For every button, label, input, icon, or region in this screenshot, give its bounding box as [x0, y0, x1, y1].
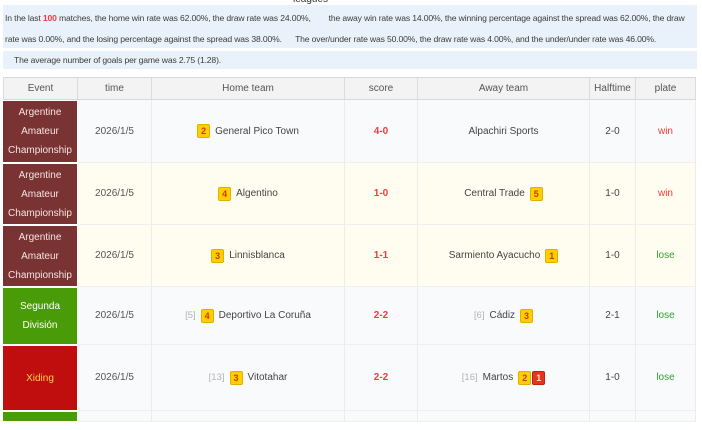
league-cell: Argentine Amateur Championship	[3, 225, 78, 287]
halftime-score: 1-0	[590, 163, 636, 225]
league-name: Argentine Amateur Championship	[3, 101, 77, 162]
home-team-link[interactable]: Linnisblanca	[229, 250, 285, 261]
plate-result: lose	[636, 287, 696, 345]
away-team-cell: Alpachiri Sports	[418, 100, 590, 163]
match-time: 2026/1/5	[78, 225, 152, 287]
plate-result: lose	[636, 225, 696, 287]
match-time: 2026/1/5	[78, 345, 152, 411]
stats-line1-rest: matches, the home win rate was 62.00%, t…	[56, 13, 685, 23]
yellow-card-badge: 3	[211, 248, 225, 263]
league-name: Argentine Amateur Championship	[3, 164, 77, 224]
home-team-link[interactable]: General Pico Town	[215, 125, 299, 137]
away-rank: [6]	[473, 310, 485, 321]
league-name	[3, 412, 77, 421]
league-name: Xiding	[3, 346, 77, 410]
plate-result: win	[636, 100, 696, 163]
home-team-cell: [5] 4 Deportivo La Coruña	[152, 287, 345, 345]
full-time-score: 2-2	[345, 345, 418, 411]
halftime-score: 1-0	[590, 345, 636, 411]
league-name: Segunda División	[3, 288, 77, 344]
league-cell	[3, 411, 78, 422]
stats-line1-prefix: In the last	[5, 13, 43, 23]
yellow-card-badge: 2	[518, 370, 532, 385]
away-team-link[interactable]: Alpachiri Sports	[468, 125, 539, 137]
league-cell: Xiding	[3, 345, 78, 411]
header-plate: plate	[636, 78, 696, 100]
full-time-score: 4-0	[345, 100, 418, 163]
yellow-card-badge: 3	[520, 308, 534, 323]
match-stats-summary: In the last 100 matches, the home win ra…	[3, 5, 697, 48]
yellow-card-badge: 3	[229, 370, 243, 385]
clipped-leagues-label: leagues	[293, 0, 328, 5]
match-time: 2026/1/5	[78, 287, 152, 345]
home-team-link[interactable]: Vitotahar	[247, 372, 288, 383]
table-row: Xiding 2026/1/5 [13] 3 Vitotahar 2-2 [16] M…	[3, 345, 696, 411]
away-team-link[interactable]: Central Trade	[464, 188, 525, 199]
yellow-card-badge: 4	[200, 308, 214, 323]
table-row-clipped	[3, 411, 696, 422]
away-team-cell: Sarmiento Ayacucho 1	[418, 225, 590, 287]
match-results-table: Event time Home team score Away team Hal…	[3, 77, 696, 422]
table-row: Argentine Amateur Championship 2026/1/5 …	[3, 225, 696, 287]
header-halftime: Halftime	[590, 78, 636, 100]
home-rank: [5]	[185, 310, 196, 321]
halftime-score: 2-1	[590, 287, 636, 345]
header-score: score	[345, 78, 418, 100]
home-rank: [13]	[208, 372, 225, 383]
header-home-team: Home team	[152, 78, 345, 100]
league-cell: Segunda División	[3, 287, 78, 345]
league-cell: Argentine Amateur Championship	[3, 100, 78, 163]
home-team-cell: 4 Algentino	[152, 163, 345, 225]
stats-line-2: rate was 0.00%, and the losing percentag…	[5, 34, 657, 44]
home-team-link[interactable]: Algentino	[236, 188, 278, 199]
table-header-row: Event time Home team score Away team Hal…	[3, 77, 696, 100]
header-time: time	[78, 78, 152, 100]
red-card-badge: 1	[532, 370, 546, 385]
plate-result: win	[636, 163, 696, 225]
match-count-highlight: 100	[42, 13, 57, 23]
stats-line-3: The average number of goals per game was…	[14, 55, 222, 65]
home-team-cell: [13] 3 Vitotahar	[152, 345, 345, 411]
away-rank: [16]	[461, 372, 478, 383]
home-team-cell: 2 General Pico Town	[152, 100, 345, 163]
average-goals-summary: The average number of goals per game was…	[3, 51, 697, 69]
yellow-card-badge: 2	[197, 124, 211, 138]
header-away-team: Away team	[418, 78, 590, 100]
plate-result: lose	[636, 345, 696, 411]
header-event: Event	[3, 78, 78, 100]
full-time-score: 2-2	[345, 287, 418, 345]
home-team-cell: 3 Linnisblanca	[152, 225, 345, 287]
away-team-cell: [16] Martos 2 1	[418, 345, 590, 411]
stats-line-1: In the last 100 matches, the home win ra…	[3, 8, 697, 29]
table-row: Argentine Amateur Championship 2026/1/5 …	[3, 100, 696, 163]
match-time: 2026/1/5	[78, 163, 152, 225]
full-time-score: 1-1	[345, 225, 418, 287]
table-row: Segunda División 2026/1/5 [5] 4 Deportivo …	[3, 287, 696, 345]
yellow-card-badge: 1	[545, 248, 559, 263]
halftime-score: 1-0	[590, 225, 636, 287]
league-name: Argentine Amateur Championship	[3, 226, 77, 286]
table-row: Argentine Amateur Championship 2026/1/5 …	[3, 163, 696, 225]
away-team-cell: Central Trade 5	[418, 163, 590, 225]
away-team-link[interactable]: Sarmiento Ayacucho	[448, 250, 541, 261]
yellow-card-badge: 5	[529, 186, 543, 201]
league-cell: Argentine Amateur Championship	[3, 163, 78, 225]
halftime-score: 2-0	[590, 100, 636, 163]
full-time-score: 1-0	[345, 163, 418, 225]
away-team-link[interactable]: Martos	[482, 372, 514, 383]
away-team-link[interactable]: Cádiz	[489, 310, 516, 321]
match-time: 2026/1/5	[78, 100, 152, 163]
away-team-cell: [6] Cádiz 3	[418, 287, 590, 345]
yellow-card-badge: 4	[218, 186, 232, 201]
home-team-link[interactable]: Deportivo La Coruña	[218, 310, 311, 321]
